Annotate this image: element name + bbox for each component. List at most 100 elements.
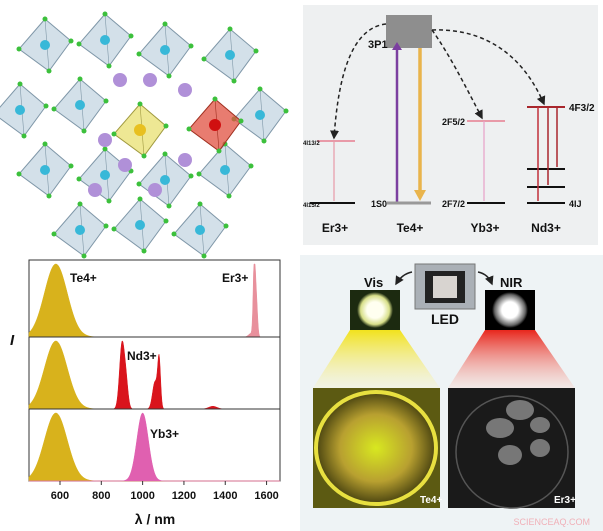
anion-sphere xyxy=(111,226,117,232)
crystal-structure xyxy=(0,11,289,259)
anion-sphere xyxy=(216,148,222,154)
dopant-sphere xyxy=(209,119,221,131)
cation-sphere xyxy=(160,175,170,185)
cation-sphere xyxy=(40,165,50,175)
anion-sphere xyxy=(238,118,244,124)
a-site-sphere xyxy=(88,183,102,197)
plot-area xyxy=(28,259,281,482)
anion-sphere xyxy=(162,21,168,27)
anion-sphere xyxy=(163,218,169,224)
cation-sphere xyxy=(75,100,85,110)
left-photo-label: Te4+ xyxy=(420,495,442,506)
anion-sphere xyxy=(111,131,117,137)
anion-sphere xyxy=(141,153,147,159)
anion-sphere xyxy=(81,128,87,134)
anion-sphere xyxy=(166,203,172,209)
anion-sphere xyxy=(162,151,168,157)
visible-light-beam xyxy=(313,330,440,388)
vis-arrow xyxy=(395,271,413,286)
anion-sphere xyxy=(212,96,218,102)
a-site-sphere xyxy=(143,73,157,87)
anion-sphere xyxy=(196,171,202,177)
spectrum-yb3 xyxy=(29,412,280,482)
cation-sphere xyxy=(40,40,50,50)
excited-label: 3P1 xyxy=(368,39,388,51)
x-tick-label: 800 xyxy=(92,490,110,502)
watermark: SCIENCEAQ.COM xyxy=(513,517,590,527)
cation-sphere xyxy=(255,110,265,120)
a-site-sphere xyxy=(118,158,132,172)
nir-glow xyxy=(492,292,528,328)
ion-label-te: Te4+ xyxy=(397,221,424,235)
a-site-sphere xyxy=(178,153,192,167)
x-axis-label: λ / nm xyxy=(135,511,175,527)
anion-sphere xyxy=(171,231,177,237)
cation-sphere xyxy=(15,105,25,115)
anion-sphere xyxy=(166,73,172,79)
anion-sphere xyxy=(231,78,237,84)
anion-sphere xyxy=(103,98,109,104)
anion-sphere xyxy=(163,123,169,129)
anion-sphere xyxy=(106,198,112,204)
anion-sphere xyxy=(261,138,267,144)
anion-sphere xyxy=(46,193,52,199)
anion-sphere xyxy=(106,63,112,69)
anion-sphere xyxy=(77,76,83,82)
anion-sphere xyxy=(226,193,232,199)
anion-sphere xyxy=(68,163,74,169)
ion-label-er: Er3+ xyxy=(322,221,348,235)
cation-sphere xyxy=(75,225,85,235)
anion-sphere xyxy=(197,201,203,207)
anion-sphere xyxy=(16,46,22,52)
te-ground-label: 1S0 xyxy=(371,199,387,209)
plant-leaves-nir xyxy=(486,400,550,465)
anion-sphere xyxy=(136,181,142,187)
anion-sphere xyxy=(201,56,207,62)
cation-sphere xyxy=(160,45,170,55)
cation-sphere xyxy=(100,35,110,45)
ion-label-yb: Yb3+ xyxy=(470,221,499,235)
emission-arrowhead-te xyxy=(414,190,426,201)
cation-sphere xyxy=(135,220,145,230)
x-tick-label: 1200 xyxy=(172,490,196,502)
anion-sphere xyxy=(283,108,289,114)
a-site-sphere xyxy=(148,183,162,197)
nd-ground-label: 4IJ xyxy=(569,199,582,209)
anion-sphere xyxy=(76,176,82,182)
anion-sphere xyxy=(51,231,57,237)
anion-sphere xyxy=(188,43,194,49)
excited-state-box xyxy=(386,15,432,48)
anion-sphere xyxy=(248,163,254,169)
y-axis-label: I xyxy=(10,332,15,349)
series-label: Te4+ xyxy=(70,271,97,285)
nd-upper-label: 4F3/2 xyxy=(569,103,595,114)
anion-sphere xyxy=(51,106,57,112)
energy-transfer-arrow-nd xyxy=(431,29,546,106)
anion-sphere xyxy=(21,133,27,139)
yb-upper-label: 2F5/2 xyxy=(442,117,465,127)
anion-sphere xyxy=(128,33,134,39)
x-tick-label: 1400 xyxy=(213,490,237,502)
visible-glow xyxy=(357,292,393,328)
anion-sphere xyxy=(253,48,259,54)
anion-sphere xyxy=(16,171,22,177)
ion-label-nd: Nd3+ xyxy=(531,221,561,235)
series-label: Nd3+ xyxy=(127,349,157,363)
anion-sphere xyxy=(102,146,108,152)
anion-sphere xyxy=(68,38,74,44)
led-chip xyxy=(433,276,457,298)
er-ground-label: 4I15/2 xyxy=(303,203,320,209)
series-label: Yb3+ xyxy=(150,427,179,441)
anion-sphere xyxy=(42,16,48,22)
cation-sphere xyxy=(225,50,235,60)
anion-sphere xyxy=(81,253,87,259)
yb-ground-label: 2F7/2 xyxy=(442,199,465,209)
cation-sphere xyxy=(100,170,110,180)
x-tick-label: 1000 xyxy=(130,490,154,502)
energy-level-diagram: 3P1 1S0 4I13/2 4I15/2 2F5/2 2F7/2 4F3/2 … xyxy=(303,5,598,245)
anion-sphere xyxy=(103,223,109,229)
anion-sphere xyxy=(137,196,143,202)
te-sphere xyxy=(134,124,146,136)
er-upper-label: 4I13/2 xyxy=(303,141,320,147)
anion-sphere xyxy=(76,41,82,47)
